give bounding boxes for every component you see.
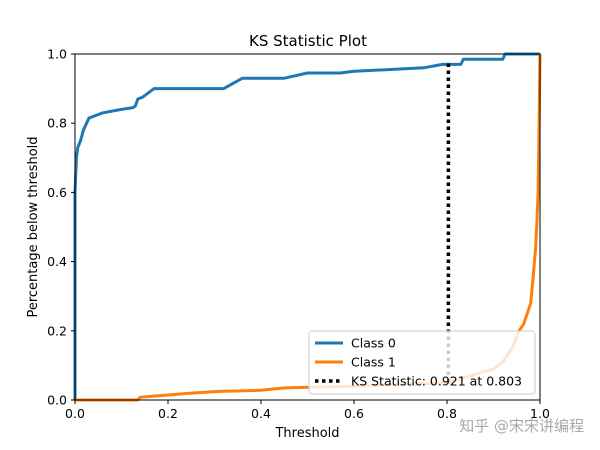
y-tick-label: 0.6: [47, 185, 67, 200]
legend-label-2: KS Statistic: 0.921 at 0.803: [351, 374, 522, 389]
x-tick-label: 0.8: [437, 406, 457, 421]
x-tick-label: 0.2: [158, 406, 178, 421]
plot-frame: [74, 53, 541, 401]
y-tick-label: 0.0: [47, 393, 67, 408]
legend-box: [308, 330, 536, 395]
y-tick-label: 0.4: [47, 254, 67, 269]
x-tick-label: 1.0: [530, 406, 550, 421]
y-tick-label: 0.2: [47, 323, 67, 338]
watermark: 知乎 @宋宋讲编程: [459, 417, 584, 435]
series-line-class-0: [73, 52, 540, 400]
x-axis-label: Threshold: [274, 426, 339, 441]
x-tick-label: 0.6: [344, 406, 364, 421]
legend: Class 0 Class 1 KS Statistic: 0.921 at 0.8…: [308, 330, 536, 395]
y-tick-label: 1.0: [47, 47, 67, 62]
y-tick-label: 0.8: [47, 116, 67, 131]
legend-label-0: Class 0: [351, 336, 396, 351]
y-axis-label: Percentage below threshold: [26, 136, 41, 317]
x-tick-label: 0.4: [251, 406, 271, 421]
chart-title: KS Statistic Plot: [249, 32, 367, 50]
x-tick-label: 0.0: [65, 406, 85, 421]
legend-label-1: Class 1: [351, 355, 396, 370]
axes-layer: 0.0 0.2 0.4 0.6 0.8 1.0 0.0 0.2 0.4 0.6 0.8 1.0: [47, 47, 550, 422]
